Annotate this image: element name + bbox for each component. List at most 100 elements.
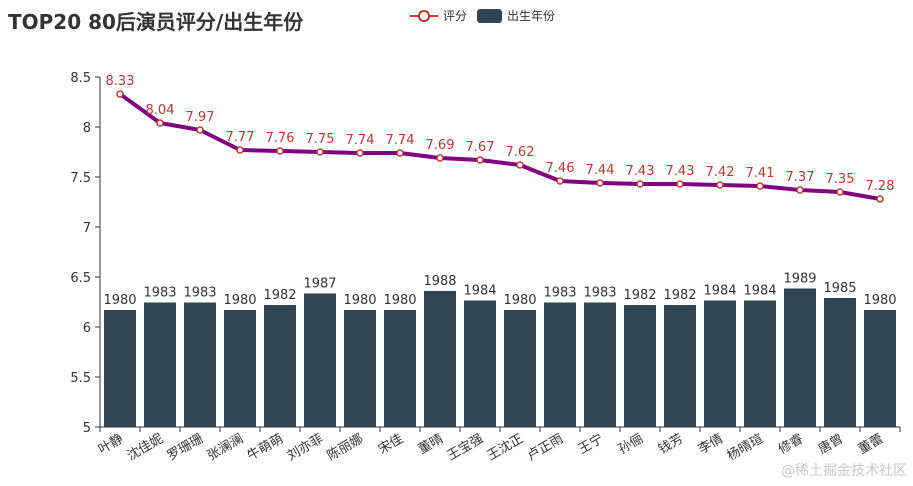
bar-value-label: 1980 — [223, 293, 256, 308]
bar-16[interactable] — [704, 300, 736, 428]
rating-point-16[interactable] — [716, 181, 724, 189]
x-tick-label: 沈佳妮 — [125, 431, 166, 463]
bar-14[interactable] — [624, 305, 656, 427]
bar-8[interactable] — [384, 310, 416, 427]
legend-item-birth-year[interactable]: 出生年份 — [477, 7, 555, 24]
rating-value-label: 7.75 — [306, 132, 335, 147]
bar-value-label: 1988 — [423, 274, 456, 289]
rating-point-4[interactable] — [236, 146, 244, 154]
bar-value-label: 1987 — [303, 277, 336, 292]
rating-value-label: 7.74 — [386, 133, 415, 148]
y-tick-label: 8.5 — [70, 71, 91, 86]
legend-label-birth-year: 出生年份 — [507, 9, 556, 23]
rating-value-label: 7.35 — [826, 172, 855, 187]
bar-value-label: 1980 — [383, 293, 416, 308]
bar-20[interactable] — [864, 310, 896, 427]
x-tick-label: 叶静 — [96, 431, 126, 457]
bar-value-label: 1983 — [143, 286, 176, 301]
rating-value-label: 7.37 — [786, 170, 815, 185]
rating-point-8[interactable] — [396, 149, 404, 157]
y-tick-label: 6 — [83, 321, 91, 336]
y-tick-label: 7.5 — [70, 171, 91, 186]
rating-value-label: 7.69 — [426, 138, 455, 153]
bar-11[interactable] — [504, 310, 536, 427]
rating-point-10[interactable] — [476, 156, 484, 164]
rating-value-label: 7.74 — [346, 133, 375, 148]
legend-label-rating: 评分 — [443, 9, 468, 23]
rating-point-1[interactable] — [116, 90, 124, 98]
rating-point-18[interactable] — [796, 186, 804, 194]
bar-4[interactable] — [224, 310, 256, 427]
bar-value-label: 1985 — [823, 281, 856, 296]
x-tick-label: 王沈正 — [485, 431, 526, 463]
rating-point-9[interactable] — [436, 154, 444, 162]
rating-value-label: 7.77 — [226, 130, 255, 145]
rating-line — [118, 92, 881, 201]
rating-point-13[interactable] — [596, 179, 604, 187]
rating-point-17[interactable] — [756, 182, 764, 190]
x-tick-label: 王宝强 — [445, 431, 486, 463]
bar-18[interactable] — [784, 288, 816, 428]
legend-item-rating[interactable]: 评分 — [410, 7, 467, 24]
bar-9[interactable] — [424, 291, 456, 427]
x-tick-label: 张澜澜 — [205, 431, 246, 463]
bar-6[interactable] — [304, 293, 336, 428]
rating-point-15[interactable] — [676, 180, 684, 188]
bar-value-label: 1984 — [743, 284, 776, 299]
bar-12[interactable] — [544, 302, 576, 428]
bar-13[interactable] — [584, 302, 616, 428]
rating-value-label: 7.97 — [186, 110, 215, 125]
chart-title: TOP20 80后演员评分/出生年份 — [8, 10, 304, 34]
rating-point-11[interactable] — [516, 161, 524, 169]
x-tick-label: 牛萌萌 — [245, 431, 286, 463]
legend: 评分 出生年份 — [410, 7, 565, 24]
rating-point-7[interactable] — [356, 149, 364, 157]
bar-1[interactable] — [104, 310, 136, 427]
bar-value-label: 1982 — [663, 288, 696, 303]
rating-value-label: 8.04 — [146, 103, 175, 118]
x-tick-label: 李倩 — [696, 431, 726, 457]
y-tick-label: 5.5 — [70, 371, 91, 386]
rating-point-5[interactable] — [276, 147, 284, 155]
rating-value-label: 7.46 — [546, 161, 575, 176]
y-tick-label: 7 — [83, 221, 91, 236]
legend-bar-icon — [477, 8, 503, 23]
bar-19[interactable] — [824, 298, 856, 427]
x-tick-label: 修睿 — [776, 431, 806, 457]
y-tick-label: 6.5 — [70, 271, 91, 286]
rating-value-label: 7.28 — [866, 179, 895, 194]
bar-5[interactable] — [264, 305, 296, 427]
rating-value-label: 7.43 — [626, 164, 655, 179]
bar-value-label: 1983 — [583, 286, 616, 301]
rating-value-label: 7.44 — [586, 163, 615, 178]
bar-7[interactable] — [344, 310, 376, 427]
bar-3[interactable] — [184, 302, 216, 428]
x-tick-label: 宋佳 — [376, 431, 406, 457]
x-tick-label: 杨晴瑄 — [725, 431, 766, 463]
bar-value-label: 1983 — [183, 286, 216, 301]
rating-point-20[interactable] — [876, 195, 884, 203]
bar-15[interactable] — [664, 305, 696, 427]
bar-value-label: 1980 — [503, 293, 536, 308]
x-tick-label: 孙俪 — [616, 431, 646, 457]
bar-value-label: 1980 — [343, 293, 376, 308]
rating-point-3[interactable] — [196, 126, 204, 134]
rating-point-2[interactable] — [156, 119, 164, 127]
x-tick-label: 陈丽娜 — [324, 431, 366, 464]
bar-value-label: 1989 — [783, 272, 816, 287]
rating-point-14[interactable] — [636, 180, 644, 188]
bar-17[interactable] — [744, 300, 776, 428]
rating-point-12[interactable] — [556, 177, 564, 185]
x-tick-label: 唐曾 — [815, 431, 846, 458]
y-tick-label: 5 — [83, 421, 91, 436]
bar-value-label: 1980 — [103, 293, 136, 308]
rating-point-19[interactable] — [836, 188, 844, 196]
bar-2[interactable] — [144, 302, 176, 428]
rating-value-label: 7.42 — [706, 165, 735, 180]
rating-value-label: 7.67 — [466, 140, 495, 155]
rating-value-label: 8.33 — [106, 74, 135, 89]
rating-point-6[interactable] — [316, 148, 324, 156]
rating-value-label: 7.76 — [266, 131, 295, 146]
bar-10[interactable] — [464, 300, 496, 428]
